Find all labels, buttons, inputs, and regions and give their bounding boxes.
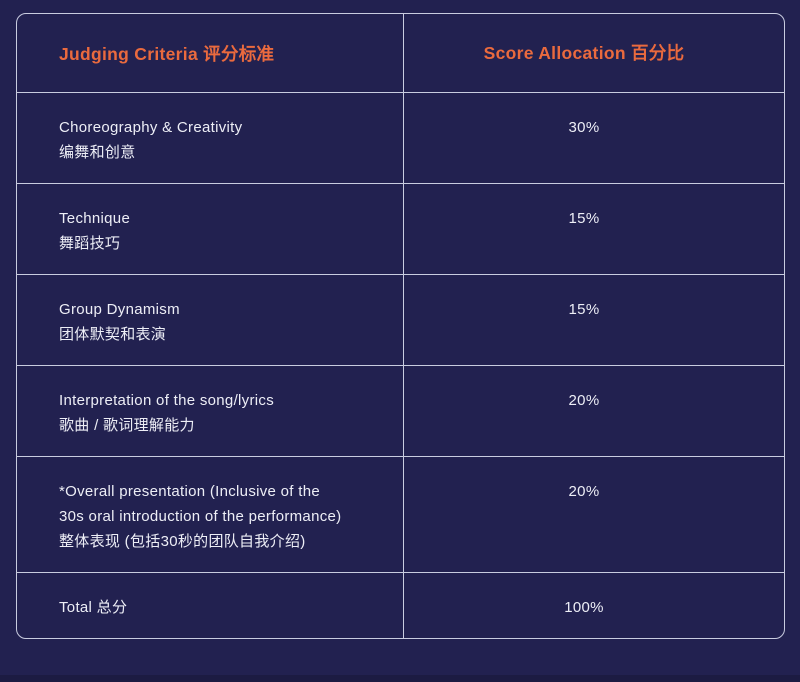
score-cell: 100%	[404, 573, 784, 638]
bottom-edge-strip	[0, 675, 800, 682]
table-row: Group Dynamism 团体默契和表演 15%	[17, 274, 784, 365]
table-row: Choreography & Creativity 编舞和创意 30%	[17, 92, 784, 183]
criteria-cell: Interpretation of the song/lyrics 歌曲 / 歌词…	[17, 366, 404, 456]
criteria-line: 整体表现 (包括30秒的团队自我介绍)	[59, 533, 306, 550]
score-cell: 30%	[404, 93, 784, 183]
criteria-cell: Group Dynamism 团体默契和表演	[17, 275, 404, 365]
criteria-line: Total 总分	[59, 599, 128, 616]
score-cell: 20%	[404, 366, 784, 456]
header-score-allocation: Score Allocation 百分比	[483, 42, 685, 63]
criteria-line: Group Dynamism	[59, 301, 180, 318]
score-value: 15%	[568, 210, 600, 227]
score-cell: 20%	[404, 457, 784, 572]
criteria-line: 舞蹈技巧	[59, 235, 121, 252]
table-row: Interpretation of the song/lyrics 歌曲 / 歌词…	[17, 365, 784, 456]
score-cell: 15%	[404, 275, 784, 365]
judging-criteria-table: Judging Criteria 评分标准 Score Allocation 百…	[16, 13, 785, 639]
criteria-line: Technique	[59, 210, 131, 227]
score-value: 100%	[564, 599, 604, 616]
table-row: Technique 舞蹈技巧 15%	[17, 183, 784, 274]
criteria-cell: Total 总分	[17, 573, 404, 638]
score-value: 20%	[568, 483, 600, 500]
criteria-line: 歌曲 / 歌词理解能力	[59, 417, 195, 434]
score-cell: 15%	[404, 184, 784, 274]
criteria-line: Choreography & Creativity	[59, 119, 243, 136]
table-row: Total 总分 100%	[17, 572, 784, 638]
criteria-cell: Technique 舞蹈技巧	[17, 184, 404, 274]
table-header-row: Judging Criteria 评分标准 Score Allocation 百…	[17, 14, 784, 92]
criteria-cell: Choreography & Creativity 编舞和创意	[17, 93, 404, 183]
score-value: 20%	[568, 392, 600, 409]
header-judging-criteria: Judging Criteria 评分标准	[17, 14, 404, 92]
criteria-line: 编舞和创意	[59, 144, 136, 161]
score-value: 30%	[568, 119, 600, 136]
criteria-line: *Overall presentation (Inclusive of the …	[59, 483, 342, 525]
table-row: *Overall presentation (Inclusive of the …	[17, 456, 784, 572]
score-value: 15%	[568, 301, 600, 318]
criteria-line: 团体默契和表演	[59, 326, 167, 343]
criteria-line: Interpretation of the song/lyrics	[59, 392, 275, 409]
criteria-cell: *Overall presentation (Inclusive of the …	[17, 457, 404, 572]
